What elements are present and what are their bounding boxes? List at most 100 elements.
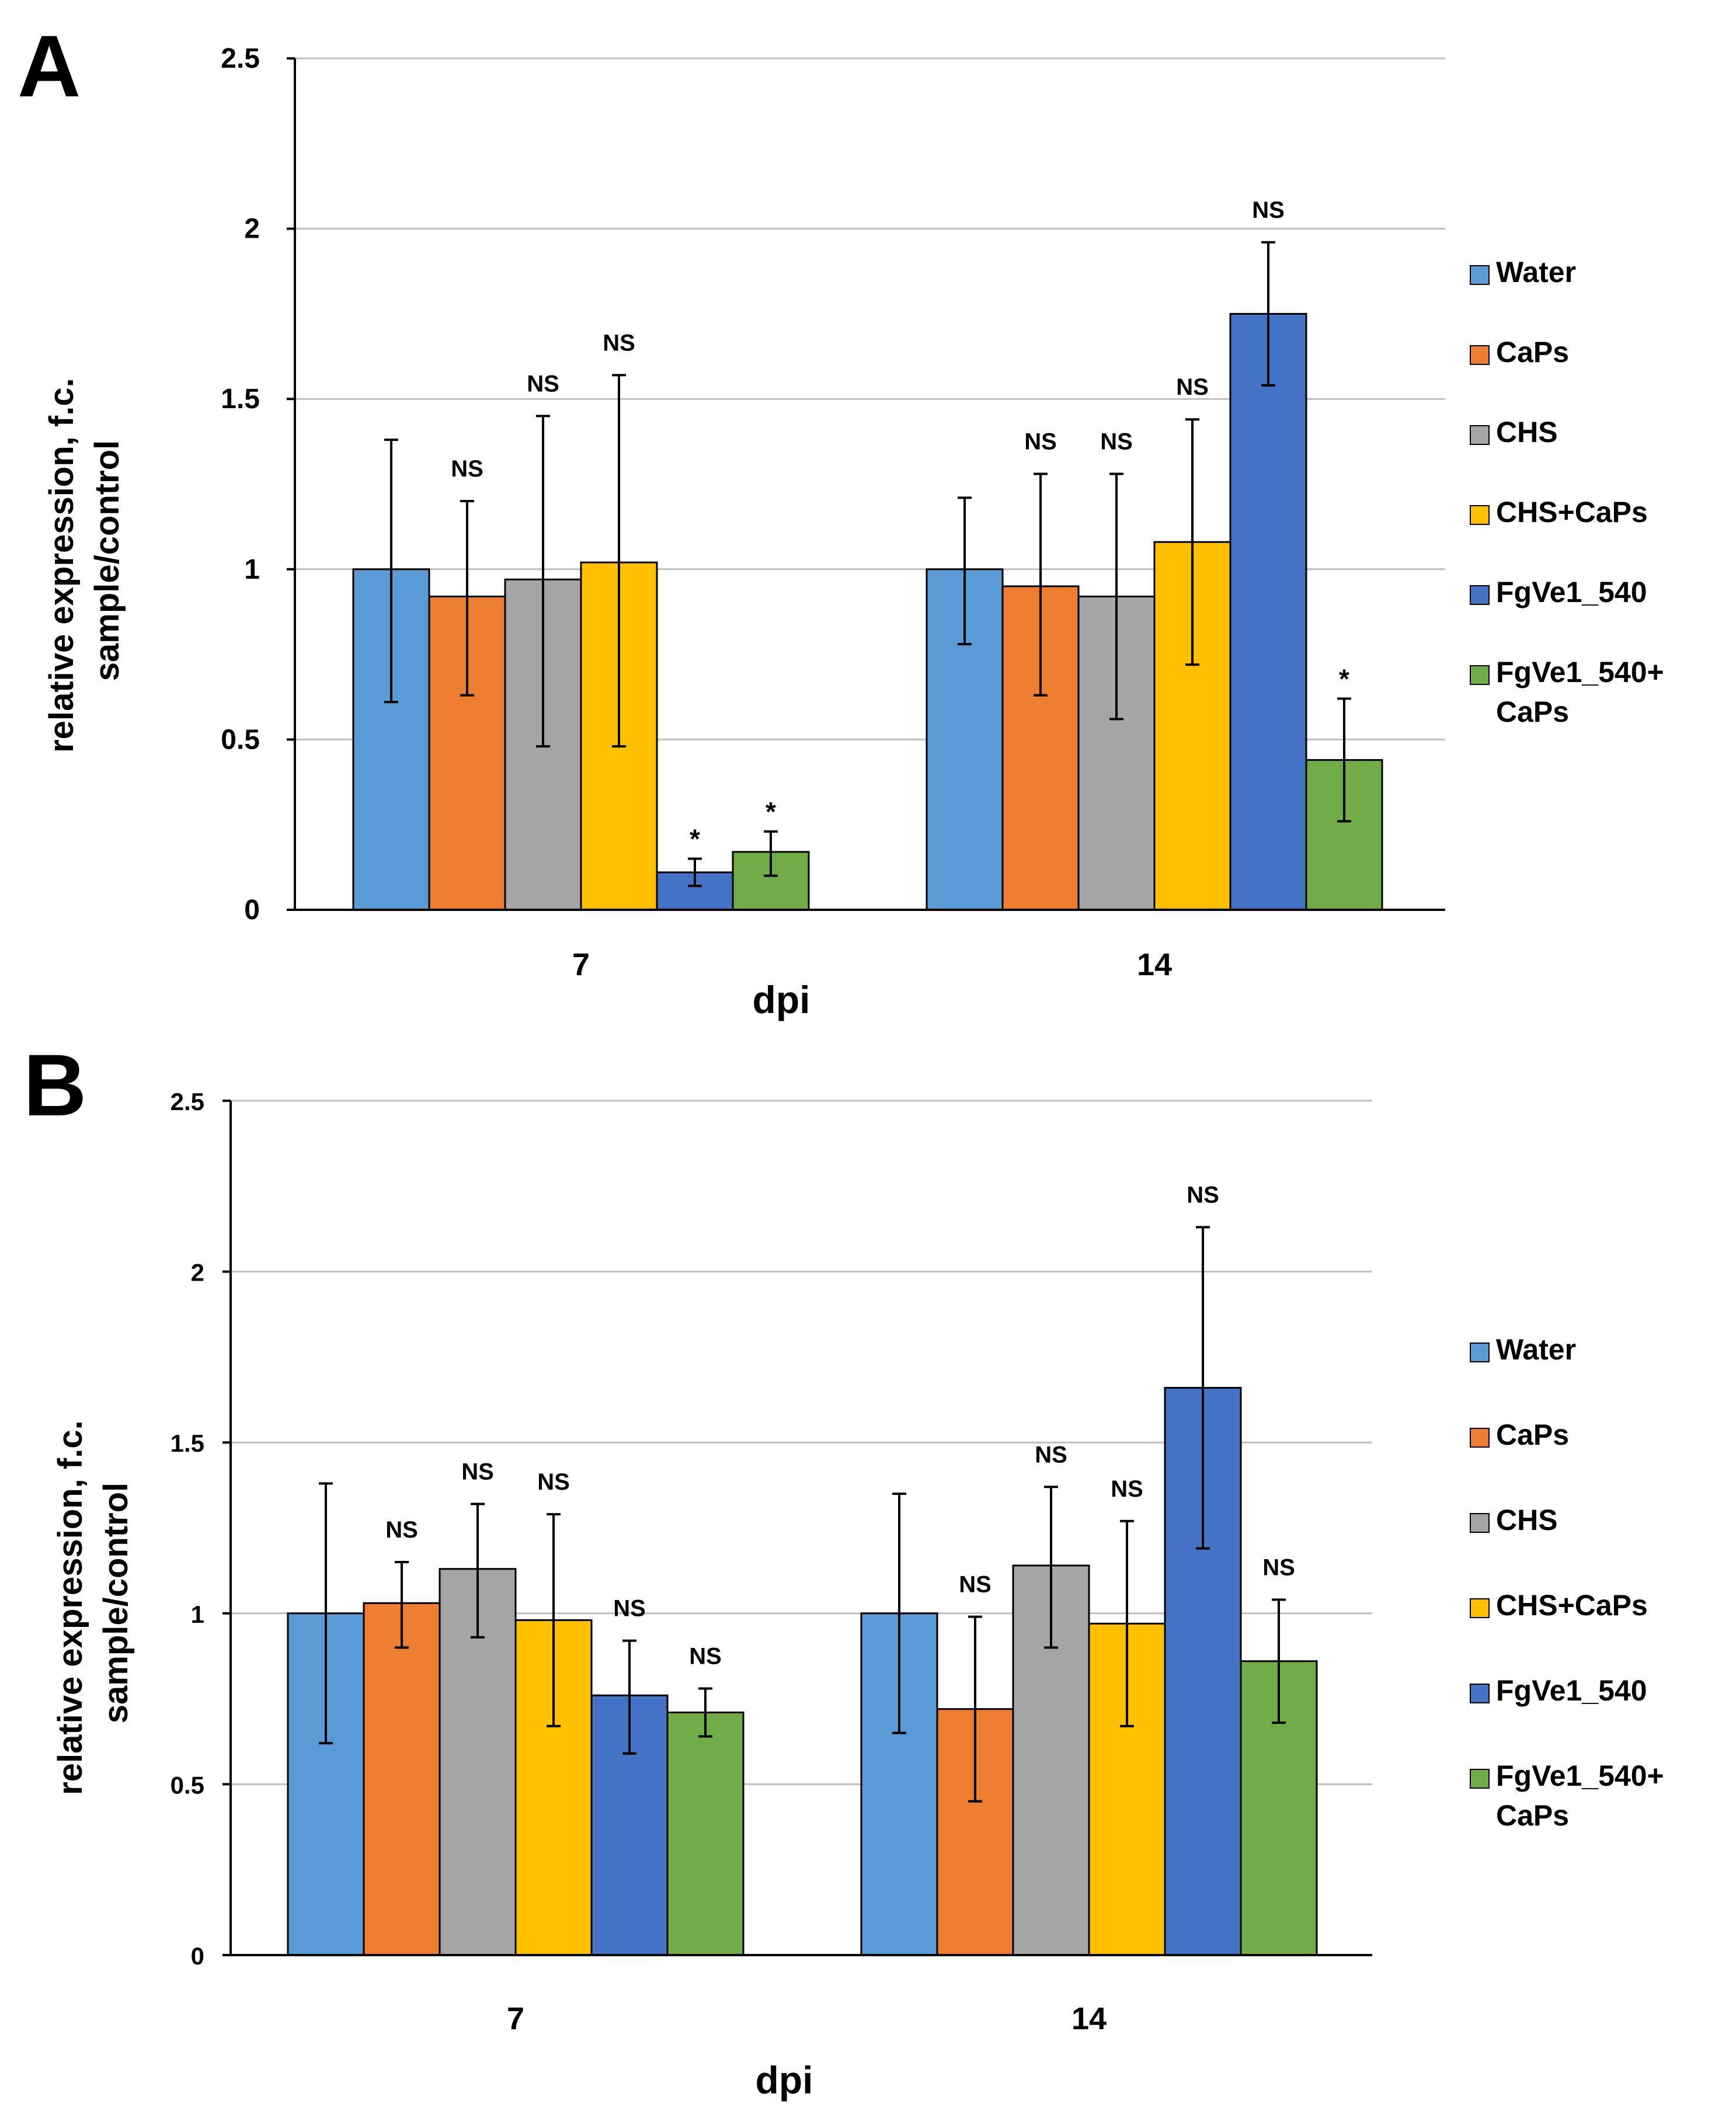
panel-a-x-tick-label: 7 <box>572 947 590 982</box>
legend-label: CaPs <box>1496 1799 1569 1832</box>
significance-label: NS <box>1252 197 1285 223</box>
legend-label: FgVe1_540 <box>1496 1674 1647 1707</box>
legend-label: Water <box>1496 256 1576 288</box>
legend-item-caps: CaPs <box>1470 1418 1569 1451</box>
legend-item-fgve1-540: FgVe1_540 <box>1470 576 1647 608</box>
legend-item-water: Water <box>1470 1333 1576 1366</box>
legend-item-chs-caps: CHS+CaPs <box>1470 1589 1648 1622</box>
panel-a-annotations: NS NS NS * * NS NS NS NS * <box>451 197 1349 854</box>
y-tick-label: 0.5 <box>221 724 260 755</box>
error-bar-chs-caps-14 <box>1120 1519 1134 1727</box>
y-tick-label: 2.5 <box>171 1088 204 1115</box>
legend-label: CaPs <box>1496 695 1569 728</box>
legend-label: CHS+CaPs <box>1496 1589 1648 1622</box>
panel-a-y-axis-title: relative expression, f.c. sample/control <box>43 368 126 753</box>
significance-label: NS <box>1187 1183 1219 1208</box>
legend-item-fgve1-540-caps: FgVe1_540+ CaPs <box>1470 656 1664 728</box>
y-tick-label: 1 <box>191 1601 204 1628</box>
y-tick-label: 1.5 <box>221 384 260 415</box>
error-bar-water-14 <box>958 496 972 646</box>
legend-item-chs-caps: CHS+CaPs <box>1470 496 1648 528</box>
panel-b-x-axis-title: dpi <box>756 2058 813 2102</box>
significance-label: * <box>1339 663 1349 694</box>
panel-b-y-axis-title-line-1: relative expression, f.c. <box>51 1420 89 1795</box>
significance-label: * <box>690 824 700 854</box>
panel-a-x-axis-title: dpi <box>753 978 810 1021</box>
y-tick-label: 0 <box>244 895 260 926</box>
panel-a-y-tick-labels: 0 0.5 1 1.5 2 2.5 <box>221 43 260 926</box>
legend-swatch <box>1470 1769 1490 1789</box>
panel-b-legend: Water CaPs CHS CHS+CaPs FgVe1_540 FgVe1_540+ C… <box>1470 1333 1664 1832</box>
y-tick-label: 1 <box>244 554 260 585</box>
legend-item-water: Water <box>1470 256 1576 288</box>
y-tick-label: 2 <box>191 1259 204 1286</box>
error-bar-fgve1-540-7 <box>688 857 702 888</box>
legend-item-chs: CHS <box>1470 1504 1558 1536</box>
significance-label: NS <box>613 1596 646 1622</box>
error-bar-fgve1-540-caps-7 <box>764 830 778 877</box>
panel-a: A NS NS NS * * NS NS NS NS * 0 0.5 1 1.5 2 2.5 7 14 dp… <box>18 17 1664 1021</box>
legend-swatch <box>1470 265 1490 285</box>
error-bar-fgve1-540-7 <box>622 1639 636 1755</box>
panel-b-x-tick-label: 7 <box>507 2001 524 2036</box>
panel-a-y-axis-title-line-1: relative expression, f.c. <box>43 378 81 753</box>
y-tick-label: 2.5 <box>221 43 260 74</box>
bar-fgve1-540-caps-7 <box>666 1712 745 1956</box>
legend-item-chs: CHS <box>1470 416 1558 448</box>
error-bar-water-7 <box>384 439 398 704</box>
legend-label: CHS <box>1496 416 1558 448</box>
significance-label: * <box>766 797 776 827</box>
error-bar-chs-caps-14 <box>1185 418 1199 666</box>
significance-label: NS <box>1176 374 1209 400</box>
panel-a-x-tick-labels: 7 14 <box>572 947 1172 982</box>
legend-item-fgve1-540: FgVe1_540 <box>1470 1674 1647 1707</box>
error-bar-caps-7 <box>460 500 474 697</box>
legend-swatch <box>1470 1684 1490 1703</box>
significance-label: NS <box>527 371 559 397</box>
error-bar-chs-7 <box>536 415 550 748</box>
significance-label: NS <box>959 1572 991 1598</box>
error-bar-caps-14 <box>1034 472 1048 697</box>
panel-b-bars <box>287 1387 1318 1956</box>
legend-swatch <box>1470 1343 1490 1362</box>
panel-a-x-tick-label: 14 <box>1137 947 1172 982</box>
y-tick-label: 0.5 <box>171 1771 204 1799</box>
panel-b-annotations: NS NS NS NS NS NS NS NS NS NS <box>385 1183 1295 1670</box>
error-bar-fgve1-540-caps-14 <box>1272 1598 1286 1724</box>
error-bar-fgve1-540-caps-14 <box>1337 697 1351 823</box>
panel-a-letter: A <box>18 17 81 115</box>
error-bar-chs-14 <box>1044 1486 1058 1649</box>
legend-swatch <box>1470 345 1490 365</box>
panel-b-y-axis-title: relative expression, f.c. sample/control <box>51 1411 135 1795</box>
error-bar-chs-caps-7 <box>547 1513 561 1727</box>
significance-label: NS <box>1035 1442 1067 1467</box>
legend-swatch <box>1470 585 1490 605</box>
error-bar-water-7 <box>319 1482 333 1745</box>
significance-label: NS <box>1024 429 1057 455</box>
panel-b-error-bars <box>319 1226 1286 1803</box>
panel-a-y-axis-title-line-2: sample/control <box>88 440 126 681</box>
significance-label: NS <box>1100 429 1133 455</box>
legend-item-fgve1-540-caps: FgVe1_540+ CaPs <box>1470 1759 1664 1832</box>
significance-label: NS <box>603 330 635 356</box>
panel-b-y-tick-labels: 0 0.5 1 1.5 2 2.5 <box>171 1088 204 1970</box>
legend-swatch <box>1470 505 1490 525</box>
legend-label: CHS+CaPs <box>1496 496 1648 528</box>
panel-a-legend: Water CaPs CHS CHS+CaPs FgVe1_540 FgVe1_540+ C… <box>1470 256 1664 728</box>
legend-swatch <box>1470 1428 1490 1448</box>
axes <box>222 57 1445 1956</box>
legend-swatch <box>1470 425 1490 445</box>
legend-label: FgVe1_540+ <box>1496 656 1664 688</box>
legend-label: FgVe1_540 <box>1496 576 1647 608</box>
significance-label: NS <box>385 1517 418 1543</box>
significance-label: NS <box>537 1469 570 1495</box>
y-tick-label: 0 <box>191 1942 204 1970</box>
legend-label: CHS <box>1496 1504 1558 1536</box>
panel-b-x-tick-label: 14 <box>1071 2001 1107 2036</box>
error-bar-chs-14 <box>1109 472 1123 721</box>
bar-fgve1-540-14 <box>1229 312 1307 911</box>
significance-label: NS <box>461 1459 494 1485</box>
panel-b-letter: B <box>23 1036 86 1134</box>
significance-label: NS <box>451 456 483 482</box>
